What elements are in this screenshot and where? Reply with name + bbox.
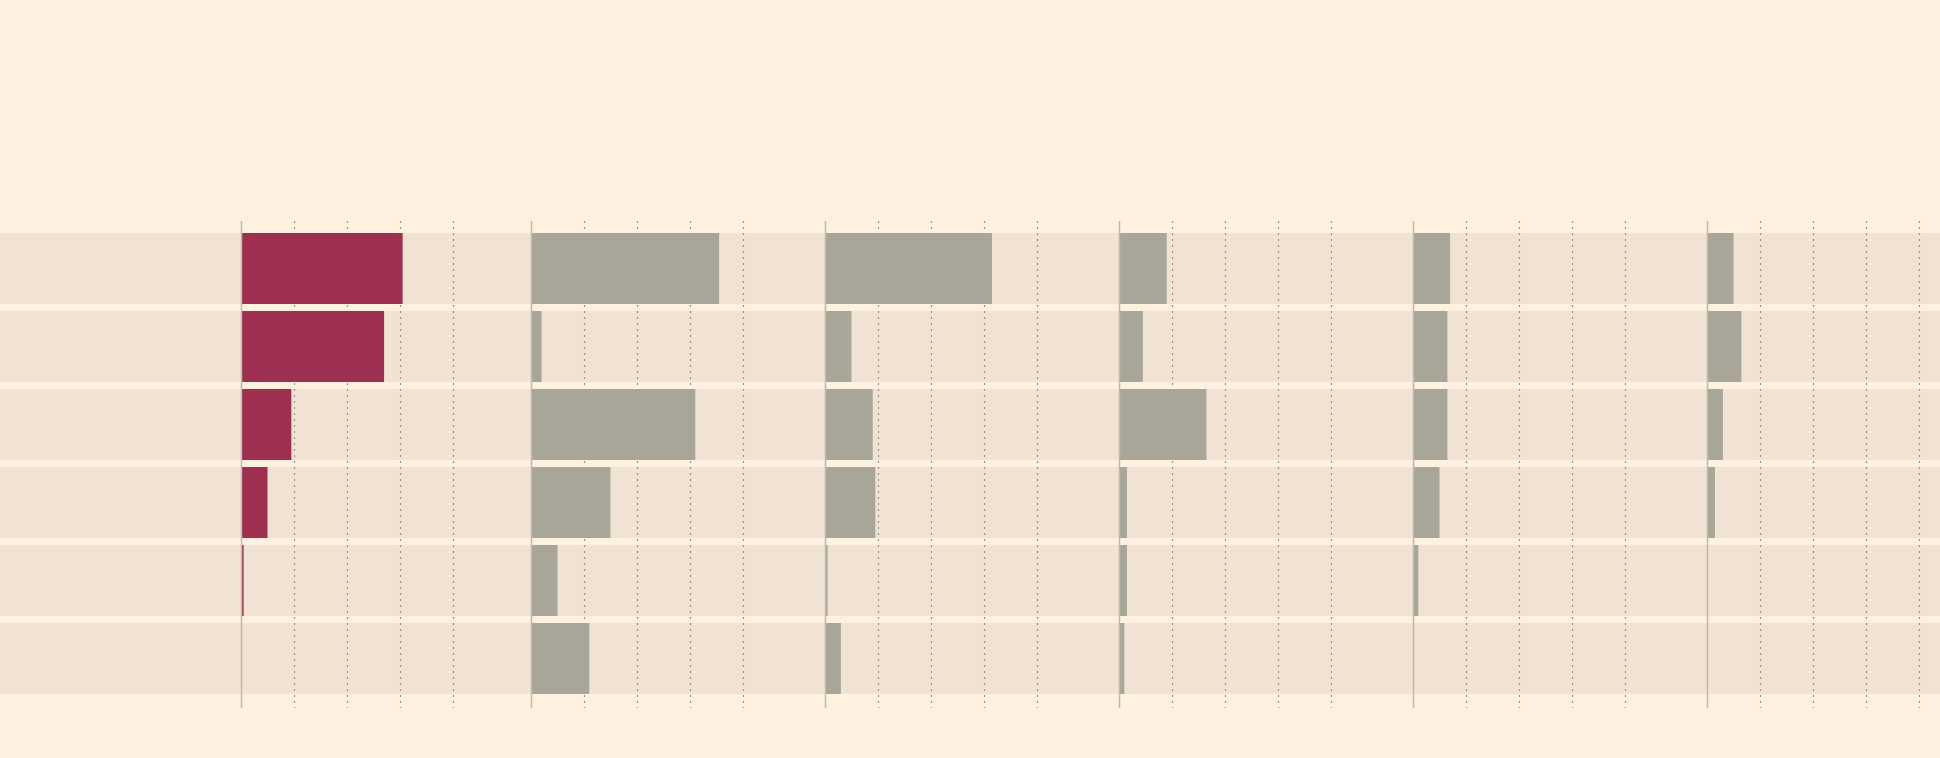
bar-panel-4-row-2 [1119, 311, 1143, 382]
bar-panel-2-row-5 [531, 545, 558, 616]
panel-axes [240, 221, 1709, 708]
bar-panel-4-row-4 [1119, 467, 1127, 538]
bar-panel-1-row-2 [241, 311, 385, 382]
bar-panel-4-row-3 [1119, 389, 1207, 460]
bar-panel-3-row-3 [825, 389, 873, 460]
row-band-5 [0, 545, 1940, 616]
bar-panel-2-row-6 [531, 623, 590, 694]
bar-panel-2-row-1 [531, 233, 720, 304]
bar-panel-1-row-3 [241, 389, 292, 460]
bar-panel-2-row-4 [531, 467, 611, 538]
row-band-6 [0, 623, 1940, 694]
bar-panel-5-row-2 [1413, 311, 1448, 382]
bar-panel-4-row-6 [1119, 623, 1125, 694]
bar-panel-3-row-5 [825, 545, 828, 616]
bar-panel-3-row-4 [825, 467, 876, 538]
bar-panel-3-row-6 [825, 623, 841, 694]
bar-panel-5-row-5 [1413, 545, 1419, 616]
row-band-4 [0, 467, 1940, 538]
bar-panel-3-row-1 [825, 233, 992, 304]
bar-panel-5-row-1 [1413, 233, 1451, 304]
bar-panel-2-row-3 [531, 389, 696, 460]
bar-panel-5-row-3 [1413, 389, 1448, 460]
bar-panel-1-row-1 [241, 233, 403, 304]
bar-panel-6-row-4 [1707, 467, 1715, 538]
row-bands [0, 233, 1940, 694]
bar-panel-1-row-4 [241, 467, 268, 538]
bar-panel-4-row-5 [1119, 545, 1127, 616]
bar-panel-6-row-1 [1707, 233, 1734, 304]
bar-panel-2-row-2 [531, 311, 542, 382]
bar-panel-3-row-2 [825, 311, 852, 382]
bars [241, 233, 1742, 694]
row-band-3 [0, 389, 1940, 460]
bar-panel-6-row-2 [1707, 311, 1742, 382]
bar-panel-1-row-5 [241, 545, 244, 616]
bar-panel-5-row-4 [1413, 467, 1440, 538]
bar-panel-4-row-1 [1119, 233, 1167, 304]
bar-panel-6-row-3 [1707, 389, 1723, 460]
